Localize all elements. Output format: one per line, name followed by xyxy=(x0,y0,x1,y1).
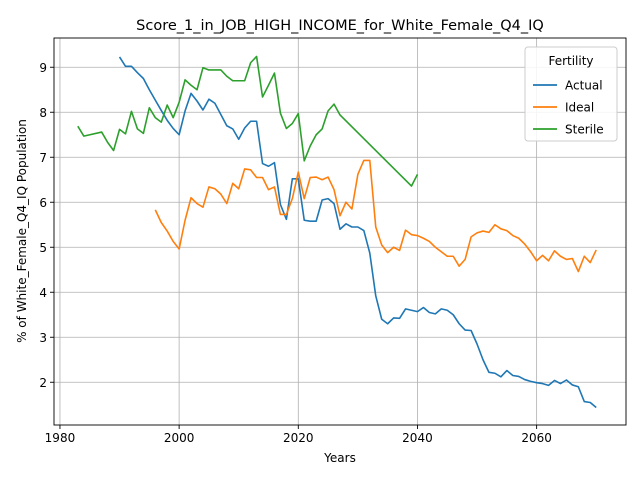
y-tick-label: 4 xyxy=(39,286,47,300)
legend: Fertility Actual Ideal Sterile xyxy=(524,46,618,142)
x-tick-label: 2040 xyxy=(402,431,433,445)
y-tick-label: 3 xyxy=(39,331,47,345)
legend-box xyxy=(524,46,618,142)
series-line-sterile xyxy=(77,55,419,187)
series-lines xyxy=(77,55,597,409)
series-line-ideal xyxy=(154,159,597,273)
y-tick-label: 6 xyxy=(39,196,47,210)
y-tick-label: 2 xyxy=(39,376,47,390)
axes: 1980 2000 2020 2040 2060 2 3 4 5 6 7 8 9 xyxy=(39,37,627,445)
legend-title: Fertility xyxy=(548,54,593,68)
x-tick-label: 2000 xyxy=(164,431,195,445)
y-tick-label: 9 xyxy=(39,61,47,75)
y-tick-label: 5 xyxy=(39,241,47,255)
y-tick-label: 7 xyxy=(39,151,47,165)
y-axis-label: % of White_Female_Q4_IQ Population xyxy=(15,119,29,343)
legend-label-sterile: Sterile xyxy=(565,123,604,137)
x-axis-label: Years xyxy=(323,451,356,465)
x-tick-label: 2060 xyxy=(521,431,552,445)
legend-label-actual: Actual xyxy=(565,79,603,93)
y-tick-label: 8 xyxy=(39,106,47,120)
grid xyxy=(54,38,626,425)
plot-frame xyxy=(53,37,627,426)
x-tick-label: 1980 xyxy=(45,431,76,445)
legend-label-ideal: Ideal xyxy=(565,101,594,115)
series-line-actual xyxy=(118,56,597,409)
x-tick-label: 2020 xyxy=(283,431,314,445)
chart-title: Score_1_in_JOB_HIGH_INCOME_for_White_Fem… xyxy=(136,18,544,34)
